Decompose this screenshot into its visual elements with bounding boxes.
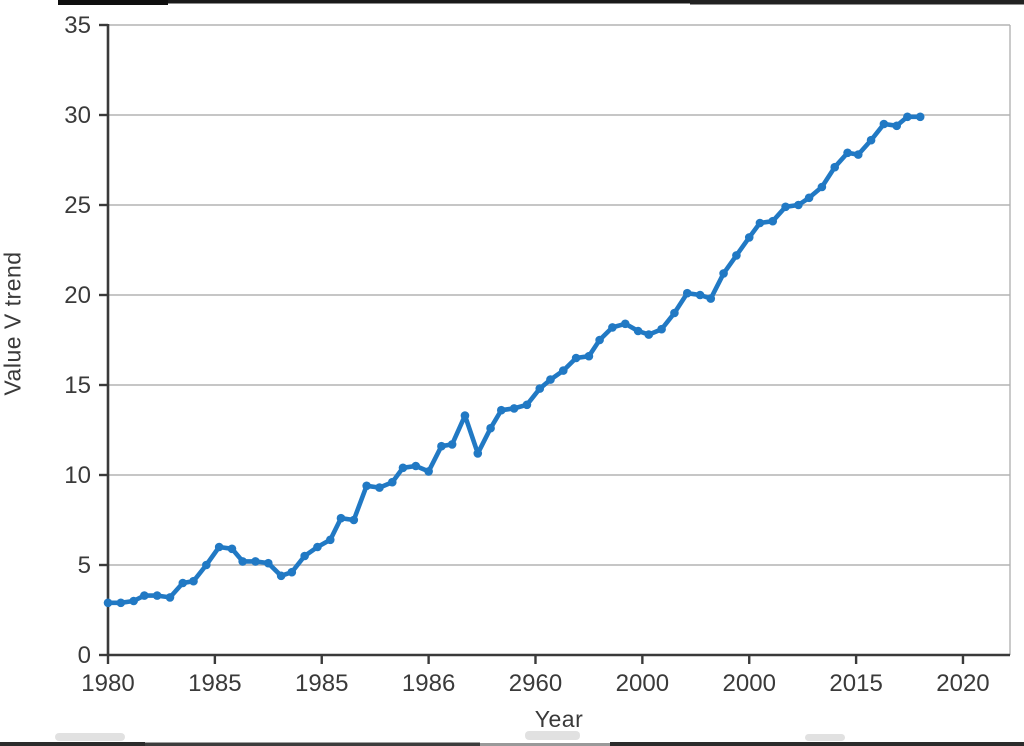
y-tick-label: 20 bbox=[64, 282, 91, 309]
bottom-edge-artifact bbox=[145, 742, 480, 746]
data-point-marker bbox=[768, 216, 778, 226]
y-tick-label: 10 bbox=[64, 462, 91, 489]
data-point-marker bbox=[362, 481, 371, 491]
data-point-marker bbox=[375, 483, 384, 492]
data-point-marker bbox=[892, 121, 902, 131]
data-point-marker bbox=[300, 551, 309, 561]
data-point-marker bbox=[903, 112, 912, 122]
data-point-marker bbox=[251, 557, 260, 566]
top-edge-artifact bbox=[58, 0, 168, 5]
y-tick-label: 25 bbox=[64, 192, 91, 219]
data-point-marker bbox=[546, 375, 555, 384]
data-point-marker bbox=[129, 596, 138, 606]
data-point-marker bbox=[535, 384, 545, 393]
data-point-marker bbox=[424, 467, 433, 476]
data-point-marker bbox=[473, 449, 483, 458]
data-point-marker bbox=[879, 119, 889, 129]
data-point-marker bbox=[411, 461, 421, 471]
x-tick-label: 1985 bbox=[188, 670, 241, 697]
data-point-marker bbox=[103, 598, 113, 608]
x-tick-label: 2020 bbox=[936, 670, 989, 697]
data-point-marker bbox=[866, 135, 876, 145]
data-point-marker bbox=[349, 515, 359, 525]
bottom-edge-artifact bbox=[0, 742, 145, 746]
data-point-marker bbox=[398, 463, 408, 473]
data-point-marker bbox=[608, 323, 617, 332]
data-point-marker bbox=[670, 308, 679, 318]
data-point-marker bbox=[595, 335, 604, 345]
bottom-edge-artifact bbox=[480, 743, 610, 746]
bottom-edge-smudge bbox=[805, 734, 845, 741]
data-point-marker bbox=[152, 591, 162, 600]
data-point-marker bbox=[178, 578, 188, 588]
data-point-marker bbox=[238, 557, 247, 566]
data-point-marker bbox=[437, 441, 446, 451]
data-point-marker bbox=[460, 411, 470, 420]
data-point-marker bbox=[522, 400, 532, 410]
data-point-marker bbox=[804, 193, 814, 203]
data-point-marker bbox=[276, 571, 286, 581]
x-tick-label: 1985 bbox=[295, 670, 348, 697]
data-point-marker bbox=[227, 544, 237, 554]
data-point-marker bbox=[644, 330, 654, 339]
data-point-marker bbox=[558, 366, 568, 375]
data-point-marker bbox=[830, 162, 840, 172]
bottom-edge-smudge bbox=[55, 733, 125, 741]
x-tick-label: 1986 bbox=[402, 670, 455, 697]
data-point-marker bbox=[571, 353, 581, 363]
y-tick-label: 5 bbox=[78, 552, 91, 579]
bottom-edge-smudge bbox=[525, 731, 580, 740]
bottom-edge-artifact bbox=[610, 742, 1024, 746]
x-tick-label: 2960 bbox=[509, 670, 562, 697]
data-point-marker bbox=[202, 560, 211, 570]
x-tick-label: 2000 bbox=[723, 670, 776, 697]
data-point-marker bbox=[336, 513, 346, 523]
data-point-marker bbox=[486, 423, 495, 433]
data-point-marker bbox=[657, 324, 666, 334]
data-point-marker bbox=[509, 404, 519, 413]
data-point-marker bbox=[325, 535, 335, 545]
data-point-marker bbox=[387, 477, 397, 487]
data-point-marker bbox=[496, 405, 506, 415]
data-point-marker bbox=[264, 558, 273, 568]
data-point-marker bbox=[682, 288, 692, 298]
data-point-marker bbox=[706, 294, 716, 303]
data-point-marker bbox=[287, 567, 297, 577]
data-point-marker bbox=[633, 326, 643, 336]
data-point-marker bbox=[116, 598, 126, 608]
data-point-marker bbox=[313, 542, 322, 552]
y-tick-label: 35 bbox=[64, 12, 91, 39]
data-point-marker bbox=[732, 251, 741, 260]
top-edge-artifact bbox=[690, 0, 1024, 5]
data-point-marker bbox=[744, 233, 754, 242]
y-tick-label: 30 bbox=[64, 102, 91, 129]
y-tick-label: 0 bbox=[78, 642, 91, 669]
data-point-marker bbox=[189, 576, 198, 586]
data-point-marker bbox=[755, 218, 765, 228]
data-point-marker bbox=[853, 150, 863, 159]
data-point-marker bbox=[620, 319, 630, 329]
data-point-marker bbox=[817, 182, 827, 192]
x-axis-label: Year bbox=[534, 706, 584, 732]
data-point-marker bbox=[794, 200, 803, 210]
top-edge-artifact bbox=[58, 0, 1024, 4]
data-point-marker bbox=[584, 351, 594, 361]
data-point-marker bbox=[140, 591, 149, 600]
data-point-marker bbox=[695, 290, 705, 300]
data-point-marker bbox=[165, 593, 175, 602]
data-point-marker bbox=[915, 112, 925, 122]
data-point-marker bbox=[214, 542, 224, 552]
y-tick-label: 15 bbox=[64, 372, 91, 399]
data-point-marker bbox=[781, 202, 790, 212]
x-tick-label: 1980 bbox=[81, 670, 134, 697]
data-point-marker bbox=[843, 148, 852, 158]
y-axis-label: Value V trend bbox=[0, 251, 26, 396]
data-point-marker bbox=[719, 269, 728, 278]
data-line-series bbox=[105, 114, 923, 606]
data-point-marker bbox=[447, 440, 457, 449]
x-tick-label: 2000 bbox=[616, 670, 669, 697]
x-tick-label: 2015 bbox=[829, 670, 882, 697]
